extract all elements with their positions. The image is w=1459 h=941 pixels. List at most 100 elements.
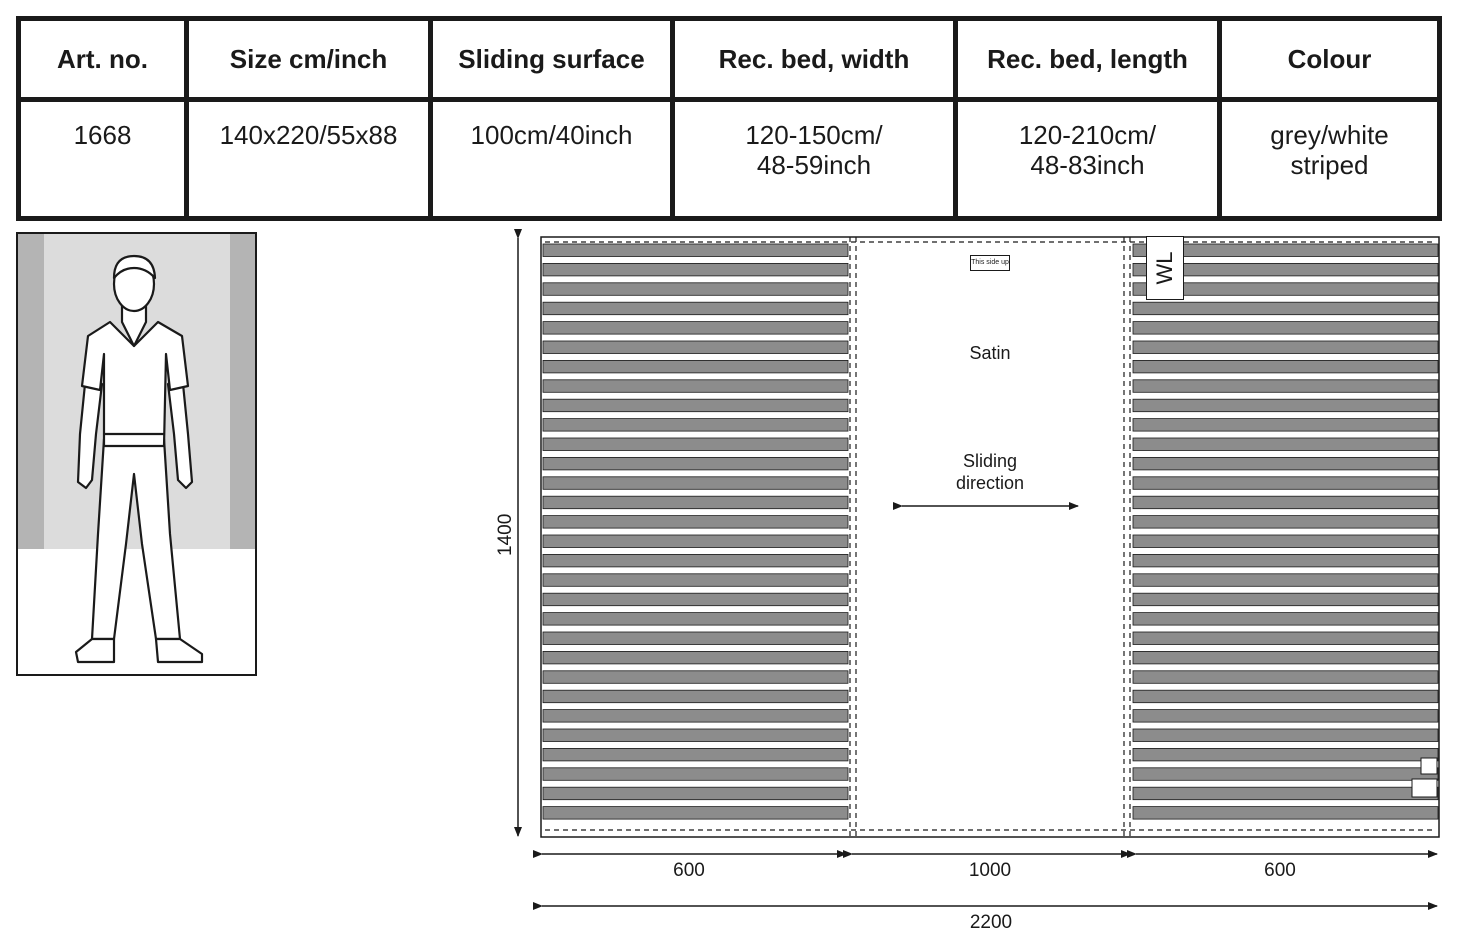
left-stripe bbox=[542, 456, 849, 471]
right-stripe bbox=[1132, 495, 1439, 510]
cell-rec-bed-width: 120-150cm/ 48-59inch bbox=[670, 97, 958, 221]
left-stripe bbox=[542, 359, 849, 374]
right-stripe bbox=[1132, 301, 1439, 316]
left-stripe bbox=[542, 262, 849, 277]
spec-table-row: 1668 140x220/55x88 100cm/40inch 120-150c… bbox=[16, 97, 1442, 221]
right-stripe bbox=[1132, 534, 1439, 548]
left-stripe bbox=[542, 340, 849, 354]
cell-art-no: 1668 bbox=[16, 97, 189, 221]
right-stripe bbox=[1132, 786, 1439, 801]
spec-table: Art. no. Size cm/inch Sliding surface Re… bbox=[16, 16, 1442, 221]
header-rec-bed-length: Rec. bed, length bbox=[953, 16, 1222, 102]
wl-tag: WL bbox=[1146, 236, 1184, 300]
right-stripe bbox=[1132, 709, 1439, 723]
left-stripe bbox=[542, 786, 849, 801]
corner-marker-small bbox=[1420, 757, 1438, 775]
left-stripe bbox=[542, 379, 849, 393]
left-stripe bbox=[542, 243, 849, 257]
left-stripe bbox=[542, 554, 849, 568]
left-stripe bbox=[542, 670, 849, 684]
right-stripe bbox=[1132, 767, 1439, 781]
right-stripe bbox=[1132, 651, 1439, 665]
left-stripe bbox=[542, 301, 849, 316]
right-stripe bbox=[1132, 321, 1439, 335]
left-stripe bbox=[542, 495, 849, 510]
left-stripe bbox=[542, 767, 849, 781]
person-figure-box bbox=[16, 232, 257, 676]
left-dimension-label: 600 bbox=[673, 860, 705, 881]
right-stripe bbox=[1132, 670, 1439, 684]
cell-rec-bed-length-line2: 48-83inch bbox=[1030, 150, 1145, 180]
right-stripe bbox=[1132, 748, 1439, 762]
right-stripe bbox=[1132, 515, 1439, 529]
sliding-label-line2: direction bbox=[955, 473, 1025, 493]
height-dimension-label: 1400 bbox=[495, 513, 516, 556]
wl-tag-text: WL bbox=[1152, 251, 1177, 285]
left-stripe bbox=[542, 321, 849, 335]
right-stripe bbox=[1132, 612, 1439, 626]
cell-size-text: 140x220/55x88 bbox=[219, 120, 398, 150]
right-stripe bbox=[1132, 476, 1439, 490]
cell-rec-bed-length-line1: 120-210cm/ bbox=[1018, 120, 1157, 150]
seam-lines bbox=[545, 237, 1435, 837]
right-dimension-label: 600 bbox=[1264, 860, 1296, 881]
left-stripe bbox=[542, 476, 849, 490]
right-stripe bbox=[1132, 359, 1439, 374]
right-stripe bbox=[1132, 456, 1439, 471]
left-stripe bbox=[542, 437, 849, 451]
left-stripe bbox=[542, 748, 849, 762]
satin-label: Satin bbox=[969, 343, 1011, 363]
header-art-no: Art. no. bbox=[16, 16, 189, 102]
cell-colour: grey/white striped bbox=[1217, 97, 1442, 221]
sliding-label-line1: Sliding bbox=[962, 451, 1018, 471]
right-stripe bbox=[1132, 398, 1439, 413]
header-sliding-surface: Sliding surface bbox=[428, 16, 675, 102]
right-stripe bbox=[1132, 728, 1439, 742]
right-stripe bbox=[1132, 689, 1439, 704]
right-stripe bbox=[1132, 573, 1439, 587]
cell-colour-line1: grey/white bbox=[1270, 120, 1389, 150]
standing-person-icon bbox=[18, 234, 255, 674]
center-dimension-label: 1000 bbox=[968, 860, 1012, 881]
left-stripe bbox=[542, 418, 849, 432]
header-rec-bed-width: Rec. bed, width bbox=[670, 16, 958, 102]
right-stripe bbox=[1132, 554, 1439, 568]
left-stripe bbox=[542, 282, 849, 296]
cell-rec-bed-length: 120-210cm/ 48-83inch bbox=[953, 97, 1222, 221]
cell-sliding-surface-text: 100cm/40inch bbox=[470, 120, 633, 150]
stripes-left-panel bbox=[542, 243, 849, 820]
left-stripe bbox=[542, 515, 849, 529]
stripes-right-panel bbox=[1132, 243, 1439, 820]
right-stripe bbox=[1132, 418, 1439, 432]
left-stripe bbox=[542, 651, 849, 665]
right-stripe bbox=[1132, 262, 1439, 277]
left-stripe bbox=[542, 631, 849, 645]
cell-rec-bed-width-line1: 120-150cm/ bbox=[745, 120, 883, 150]
cell-size: 140x220/55x88 bbox=[184, 97, 433, 221]
sliding-direction-label: Sliding direction bbox=[930, 450, 1050, 494]
corner-marker-large bbox=[1411, 778, 1438, 798]
right-stripe bbox=[1132, 340, 1439, 354]
left-stripe bbox=[542, 592, 849, 607]
left-stripe bbox=[542, 573, 849, 587]
right-stripe bbox=[1132, 437, 1439, 451]
cell-rec-bed-width-line2: 48-59inch bbox=[756, 150, 872, 180]
left-stripe bbox=[542, 398, 849, 413]
left-stripe bbox=[542, 709, 849, 723]
total-dimension-label: 2200 bbox=[969, 912, 1013, 933]
left-stripe bbox=[542, 612, 849, 626]
header-colour: Colour bbox=[1217, 16, 1442, 102]
right-stripe bbox=[1132, 243, 1439, 257]
right-stripe bbox=[1132, 806, 1439, 820]
right-stripe bbox=[1132, 592, 1439, 607]
this-side-up-label: This side up bbox=[970, 255, 1010, 271]
cell-art-no-text: 1668 bbox=[73, 120, 132, 150]
cell-sliding-surface: 100cm/40inch bbox=[428, 97, 675, 221]
cell-colour-line2: striped bbox=[1290, 150, 1369, 180]
header-size: Size cm/inch bbox=[184, 16, 433, 102]
left-stripe bbox=[542, 689, 849, 704]
spec-table-header-row: Art. no. Size cm/inch Sliding surface Re… bbox=[16, 16, 1442, 102]
right-stripe bbox=[1132, 379, 1439, 393]
left-stripe bbox=[542, 806, 849, 820]
